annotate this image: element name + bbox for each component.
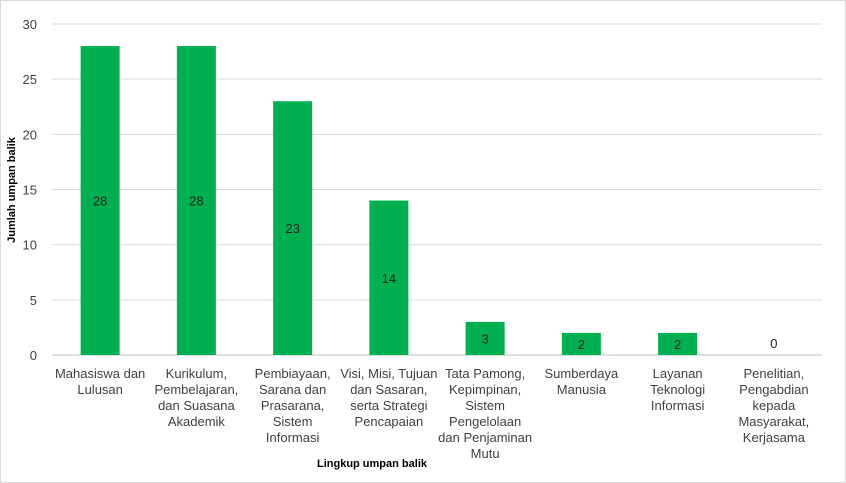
data-label: 28 [93, 194, 107, 209]
bar [369, 200, 409, 355]
bar [273, 101, 313, 355]
data-label: 2 [674, 337, 681, 352]
data-label: 14 [382, 271, 396, 286]
category-label-line: serta Strategi [350, 398, 427, 413]
category-label-line: Layanan [653, 366, 703, 381]
category-label: Sumberdaya Manusia [545, 366, 619, 397]
x-axis-categories: Mahasiswa dan Lulusan Kurikulum, Pembelajar… [55, 366, 809, 461]
category-label-line: Sumberdaya [545, 366, 619, 381]
category-label-line: Sistem [465, 398, 505, 413]
category-label-line: Tata Pamong, [445, 366, 525, 381]
category-label-line: Visi, Misi, Tujuan [340, 366, 437, 381]
category-label-line: Pembiayaan, [255, 366, 331, 381]
category-label: Kurikulum, Pembelajaran, dan Suasana Akadem… [154, 366, 238, 429]
category-label-line: Masyarakat, [738, 414, 809, 429]
category-label-line: Manusia [557, 382, 607, 397]
bar [561, 332, 601, 355]
category-label-line: Kerjasama [743, 430, 806, 445]
category-label-line: Pembelajaran, [154, 382, 238, 397]
bars [80, 46, 698, 356]
bar [465, 321, 505, 355]
y-tick-label: 15 [23, 183, 37, 198]
y-tick-label: 0 [30, 348, 37, 363]
category-label-line: Lulusan [77, 382, 123, 397]
category-label-line: kepada [753, 398, 796, 413]
data-label: 23 [285, 221, 299, 236]
data-label: 3 [482, 331, 489, 346]
category-label-line: Pencapaian [355, 414, 424, 429]
category-label-line: dan Penjaminan [438, 430, 532, 445]
category-label-line: Sistem [273, 414, 313, 429]
category-label-line: Pengelolaan [449, 414, 521, 429]
category-label-line: Kurikulum, [166, 366, 227, 381]
y-axis-ticks: 0 5 10 15 20 25 30 [23, 17, 37, 363]
bar [658, 332, 698, 355]
bar [80, 46, 120, 356]
category-label-line: dan Suasana [158, 398, 235, 413]
category-label-line: Kepimpinan, [449, 382, 521, 397]
category-label: Pembiayaan, Sarana dan Prasarana, Sistem Inf… [255, 366, 331, 445]
gridlines [52, 23, 822, 356]
y-tick-label: 25 [23, 72, 37, 87]
category-label: Penelitian, Pengabdian kepada Masyarakat, Ke… [738, 366, 809, 445]
category-label-line: Mutu [471, 446, 500, 461]
category-label-line: Prasarana, [261, 398, 325, 413]
category-label-line: Sarana dan [259, 382, 326, 397]
data-labels: 28 28 23 14 3 2 2 0 [93, 194, 778, 352]
category-label: Mahasiswa dan Lulusan [55, 366, 145, 397]
category-label-line: Teknologi [650, 382, 705, 397]
category-label-line: Penelitian, [744, 366, 805, 381]
category-label: Layanan Teknologi Informasi [650, 366, 705, 413]
bar [176, 46, 216, 356]
y-tick-label: 5 [30, 293, 37, 308]
category-label-line: Informasi [266, 430, 320, 445]
y-tick-label: 10 [23, 238, 37, 253]
category-label: Visi, Misi, Tujuan dan Sasaran, serta Stra… [340, 366, 437, 429]
y-axis-title: Jumlah umpan balik [6, 136, 18, 243]
y-tick-label: 20 [23, 127, 37, 142]
category-label-line: Akademik [168, 414, 226, 429]
category-label: Tata Pamong, Kepimpinan, Sistem Pengelolaan… [438, 366, 532, 461]
data-label: 0 [770, 336, 777, 351]
data-label: 28 [189, 194, 203, 209]
category-label-line: dan Sasaran, [350, 382, 427, 397]
category-label-line: Mahasiswa dan [55, 366, 145, 381]
y-tick-label: 30 [23, 17, 37, 32]
x-axis-title: Lingkup umpan balik [317, 458, 428, 470]
category-label-line: Pengabdian [739, 382, 808, 397]
category-label-line: Informasi [651, 398, 705, 413]
data-label: 2 [578, 337, 585, 352]
